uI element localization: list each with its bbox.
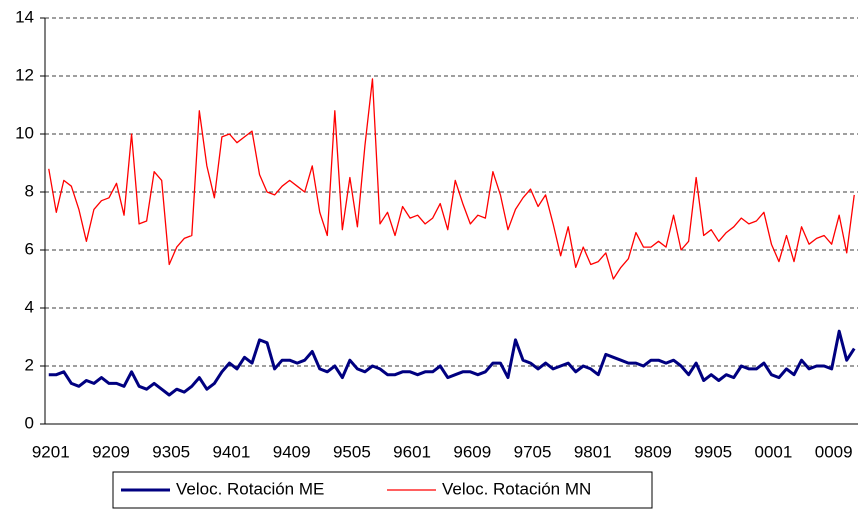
series-line xyxy=(48,78,855,280)
y-tick-label: 14 xyxy=(15,7,34,26)
x-tick-label: 9609 xyxy=(453,442,491,461)
y-tick-label: 8 xyxy=(25,181,34,200)
series-line xyxy=(48,329,856,397)
y-tick-label: 10 xyxy=(15,123,34,142)
legend-box xyxy=(112,471,653,509)
x-tick-label: 0009 xyxy=(815,442,853,461)
y-tick-label: 12 xyxy=(15,65,34,84)
legend-label: Veloc. Rotación MN xyxy=(442,479,591,498)
x-tick-label: 9801 xyxy=(574,442,612,461)
x-tick-label: 9705 xyxy=(514,442,552,461)
x-tick-label: 9905 xyxy=(694,442,732,461)
x-tick-label: 9409 xyxy=(273,442,311,461)
x-tick-label: 0001 xyxy=(755,442,793,461)
y-tick-label: 2 xyxy=(25,355,34,374)
y-tick-label: 0 xyxy=(25,413,34,432)
x-tick-label: 9505 xyxy=(333,442,371,461)
x-tick-label: 9809 xyxy=(634,442,672,461)
y-tick-label: 6 xyxy=(25,239,34,258)
x-tick-label: 9209 xyxy=(92,442,130,461)
x-tick-label: 9401 xyxy=(213,442,251,461)
x-tick-label: 9305 xyxy=(152,442,190,461)
x-tick-label: 9601 xyxy=(393,442,431,461)
x-tick-label: 9201 xyxy=(32,442,70,461)
y-tick-label: 4 xyxy=(25,297,34,316)
legend-label: Veloc. Rotación ME xyxy=(176,479,324,498)
